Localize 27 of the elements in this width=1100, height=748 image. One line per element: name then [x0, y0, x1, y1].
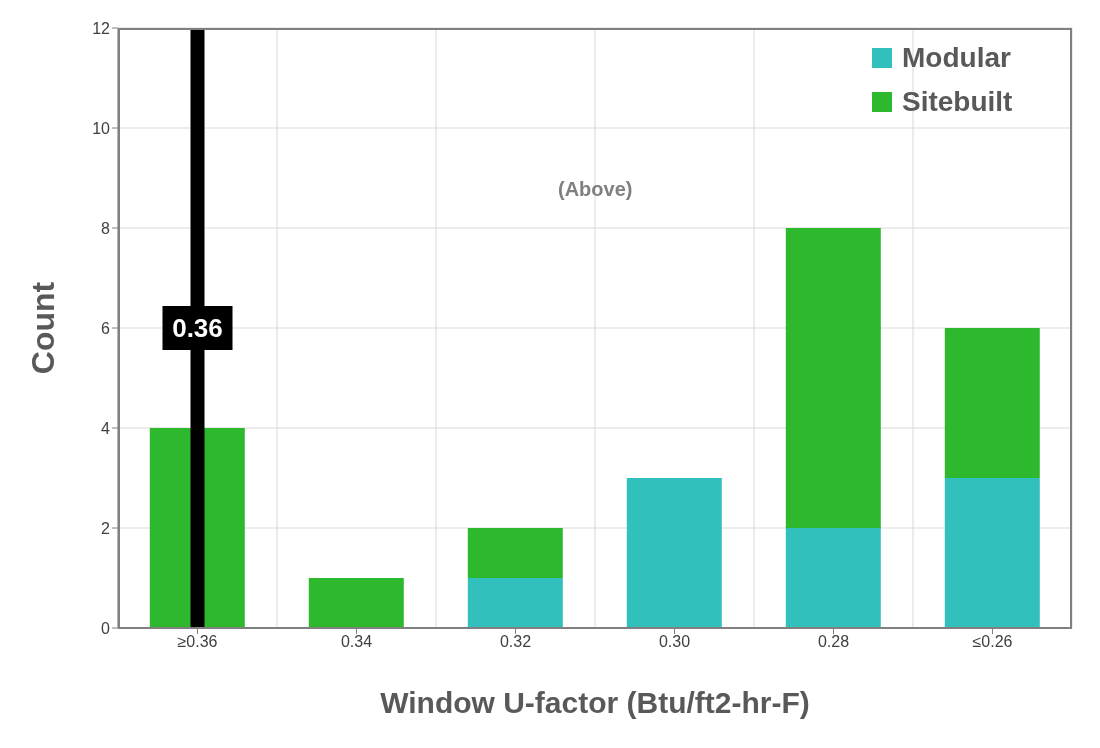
y-tick-label: 10 [92, 119, 111, 137]
bar [308, 578, 404, 628]
bar [467, 578, 563, 628]
x-tick-label: 0.34 [340, 633, 373, 651]
bar [626, 478, 722, 628]
bar [467, 528, 563, 578]
x-axis-title: Window U-factor (Btu/ft2-hr-F) [380, 686, 810, 719]
ref-line-label: 0.36 [172, 313, 223, 343]
x-tick-label: 0.28 [817, 633, 850, 651]
legend-label: Sitebuilt [902, 86, 1013, 118]
y-tick-label: 6 [101, 319, 111, 337]
y-tick-label: 2 [101, 519, 111, 537]
y-axis-title: Count [25, 281, 62, 375]
y-tick-label: 8 [101, 219, 111, 237]
y-tick-label: 12 [92, 19, 111, 37]
bar [944, 328, 1040, 478]
x-tick-label: ≥0.36 [177, 633, 218, 651]
x-tick-label: 0.30 [658, 633, 691, 651]
x-tick-label: 0.32 [499, 633, 532, 651]
legend-label: Modular [902, 42, 1011, 74]
x-tick-label: ≤0.26 [972, 633, 1013, 651]
y-tick-label: 4 [101, 419, 111, 437]
bar [785, 228, 881, 528]
annotation: (Above) [558, 178, 633, 201]
bar [785, 528, 881, 628]
y-tick-label: 0 [101, 619, 111, 637]
bar [944, 478, 1040, 628]
